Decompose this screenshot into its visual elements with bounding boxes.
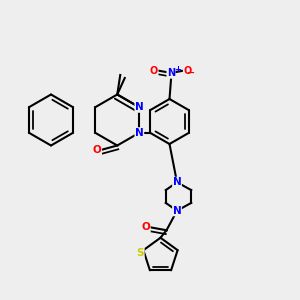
Text: −: −	[187, 68, 196, 78]
Text: O: O	[93, 145, 101, 155]
Text: N: N	[172, 206, 182, 216]
Text: N: N	[172, 177, 182, 187]
Text: N: N	[135, 102, 144, 112]
Text: +: +	[174, 64, 181, 74]
Text: N: N	[167, 68, 175, 78]
Text: O: O	[183, 65, 192, 76]
Text: N: N	[135, 128, 144, 138]
Text: O: O	[150, 65, 158, 76]
Text: S: S	[136, 248, 144, 258]
Text: O: O	[141, 222, 150, 232]
